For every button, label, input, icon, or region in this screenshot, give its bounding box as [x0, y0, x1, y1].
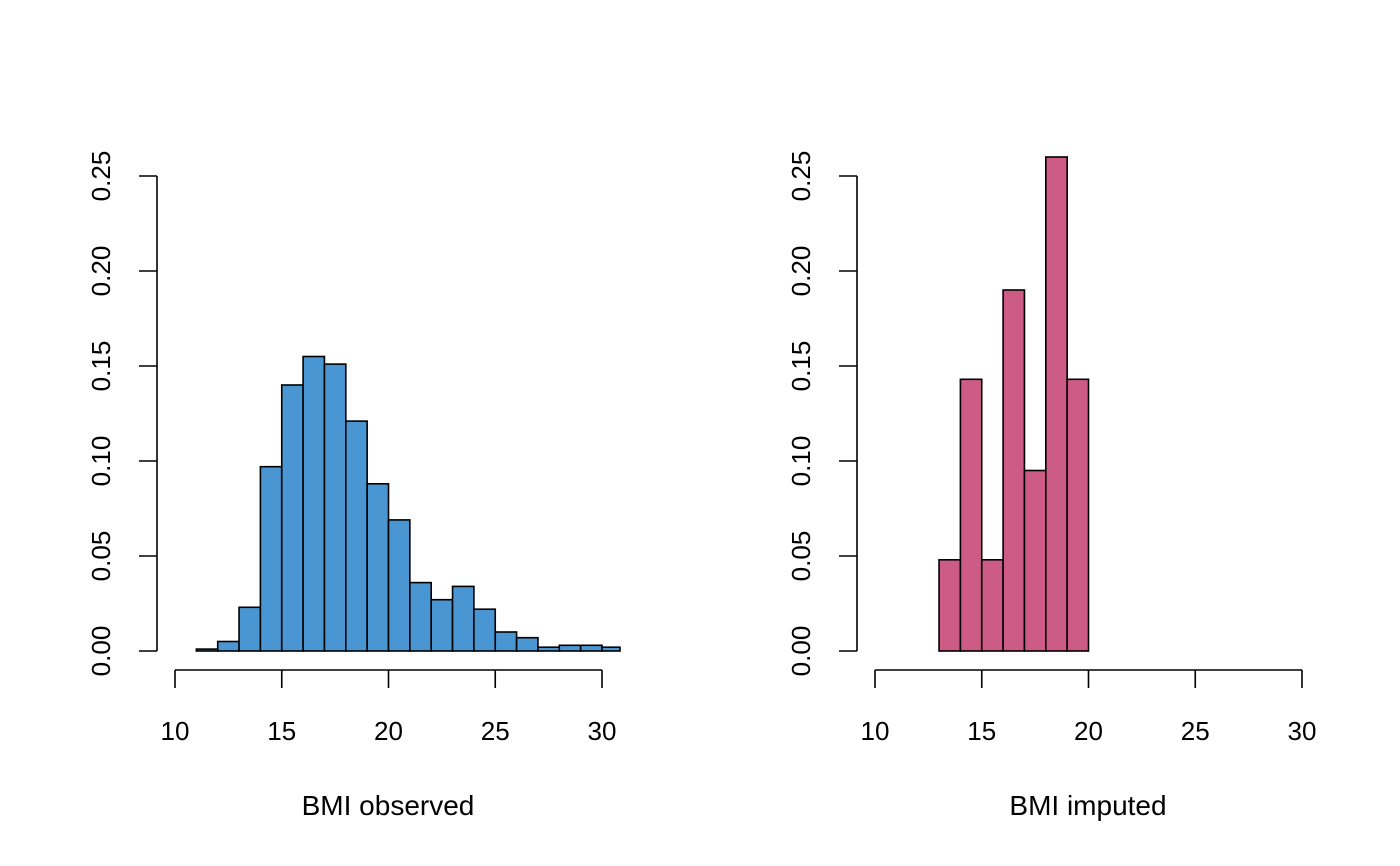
observed-bar: [558, 644, 582, 652]
observed-bar: [344, 420, 368, 652]
observed-bar: [259, 465, 283, 652]
imputed-bar: [938, 558, 962, 652]
observed-bar: [323, 363, 347, 652]
imputed-bar: [1066, 378, 1090, 652]
observed-bar: [537, 646, 561, 652]
observed-y-tick-label: 0.00: [86, 626, 116, 677]
imputed-y-tick-label: 0.00: [786, 626, 816, 677]
observed-x-tick-label: 30: [588, 716, 617, 746]
imputed-bar: [980, 558, 1004, 652]
observed-bar: [451, 585, 475, 652]
observed-bar: [216, 640, 240, 652]
imputed-y-tick-label: 0.25: [786, 151, 816, 202]
observed-y-tick-label: 0.20: [86, 246, 116, 297]
imputed-y-tick-label: 0.05: [786, 531, 816, 582]
imputed-x-tick-label: 10: [861, 716, 890, 746]
observed-bar: [430, 598, 454, 652]
observed-y-tick-label: 0.10: [86, 436, 116, 487]
observed-x-tick-label: 15: [267, 716, 296, 746]
imputed-bars: [938, 156, 1090, 652]
imputed-histogram-panel: 0.00 0.05 0.10 0.15 0.20 0.25 10 15 20 25 30 BMI i…: [786, 151, 1316, 821]
observed-y-tick-label: 0.15: [86, 341, 116, 392]
imputed-x-tick-label: 25: [1181, 716, 1210, 746]
observed-bar: [238, 606, 262, 652]
observed-bar: [280, 384, 304, 652]
observed-bar: [387, 519, 411, 652]
observed-bar: [195, 648, 219, 652]
imputed-axes: 0.00 0.05 0.10 0.15 0.20 0.25 10 15 20 25 30: [786, 151, 1316, 746]
observed-bar: [409, 581, 433, 652]
observed-y-tick-label: 0.05: [86, 531, 116, 582]
observed-histogram-panel: 0.00 0.05 0.10 0.15 0.20 0.25 10 15 20 25 30 BMI o…: [86, 151, 621, 821]
imputed-x-tick-label: 20: [1074, 716, 1103, 746]
observed-x-tick-label: 25: [481, 716, 510, 746]
observed-x-tick-label: 10: [161, 716, 190, 746]
imputed-x-tick-label: 30: [1288, 716, 1317, 746]
observed-x-tick-label: 20: [374, 716, 403, 746]
imputed-x-tick-label: 15: [967, 716, 996, 746]
imputed-bar: [959, 378, 983, 652]
observed-axes: 0.00 0.05 0.10 0.15 0.20 0.25 10 15 20 25 30: [86, 151, 616, 746]
observed-bar: [494, 631, 518, 652]
observed-y-tick-label: 0.25: [86, 151, 116, 202]
observed-bar: [515, 636, 539, 652]
imputed-x-axis-title: BMI imputed: [1009, 790, 1166, 821]
imputed-y-tick-label: 0.10: [786, 436, 816, 487]
imputed-bar: [1023, 469, 1047, 652]
observed-bars: [195, 355, 621, 652]
imputed-y-tick-label: 0.20: [786, 246, 816, 297]
observed-bar: [366, 482, 390, 652]
observed-bar: [579, 644, 603, 652]
observed-bar: [302, 355, 326, 652]
imputed-y-tick-label: 0.15: [786, 341, 816, 392]
imputed-bar: [1045, 156, 1068, 652]
observed-x-axis-title: BMI observed: [302, 790, 475, 821]
imputed-bar: [1002, 289, 1026, 652]
observed-bar: [601, 646, 621, 652]
observed-bar: [473, 608, 497, 652]
